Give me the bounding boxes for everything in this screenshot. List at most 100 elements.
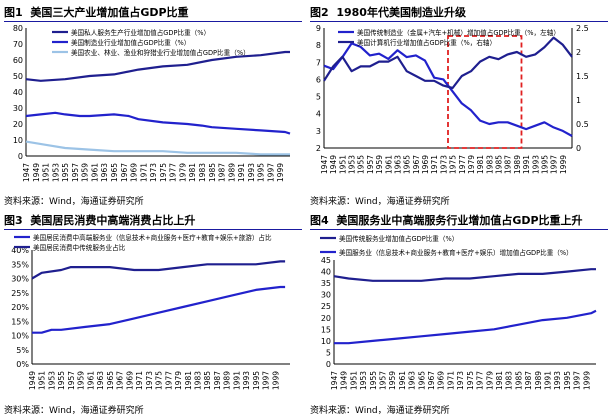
- panel-4-source: 资料来源：Wind，海通证券研究所: [310, 406, 450, 416]
- y-tick-label: 0: [326, 360, 331, 369]
- x-tick-label: 1993: [242, 371, 251, 390]
- y-tick-label: 10: [321, 337, 331, 346]
- x-tick-label: 1971: [139, 163, 148, 182]
- y-tick-label: 15: [321, 325, 331, 334]
- y-tick-label: 40%: [11, 246, 29, 255]
- y-tick-label: 70: [13, 40, 23, 49]
- series-line-1: [32, 285, 286, 334]
- x-tick-label: 1969: [437, 371, 446, 390]
- x-tick-label: 1987: [213, 371, 222, 390]
- x-tick-label: 1963: [100, 163, 109, 182]
- x-tick-label: 1999: [582, 371, 591, 390]
- x-tick-label: 1999: [559, 155, 568, 174]
- y-tick-label: 30: [321, 291, 331, 300]
- y-tick-label: 7: [316, 58, 321, 67]
- x-tick-label: 1987: [218, 163, 227, 182]
- panel-4-title-text: 美国服务业中高端服务行业增加值占GDP比重上升: [336, 214, 583, 227]
- x-tick-label: 1997: [573, 371, 582, 390]
- x-tick-label: 1949: [340, 371, 349, 390]
- y2-tick-label: 0: [576, 144, 581, 153]
- x-tick-label: 1985: [495, 155, 504, 174]
- y-tick-label: 5: [326, 348, 331, 357]
- x-tick-label: 1977: [458, 155, 467, 174]
- y-tick-label: 10: [13, 136, 23, 145]
- x-tick-label: 1995: [540, 155, 549, 174]
- legend-label-2: 美国居民消费中传统服务业占比: [33, 243, 126, 252]
- x-tick-label: 1961: [86, 371, 95, 390]
- x-tick-label: 1981: [188, 163, 197, 182]
- y-tick-label: 45: [321, 256, 331, 265]
- x-tick-label: 1975: [466, 371, 475, 390]
- panel-1-label: 图1: [4, 6, 23, 19]
- x-tick-label: 1971: [430, 155, 439, 174]
- series-line-2: [334, 309, 597, 345]
- x-tick-label: 1957: [366, 155, 375, 174]
- panel-4-label: 图4: [310, 214, 329, 227]
- y-tick-label: 20: [321, 314, 331, 323]
- x-tick-label: 1965: [106, 371, 115, 390]
- y-tick-label: 35: [321, 279, 331, 288]
- x-tick-label: 1951: [338, 155, 347, 174]
- x-tick-label: 1963: [393, 155, 402, 174]
- y2-tick-label: 1: [576, 96, 581, 105]
- x-tick-label: 1977: [476, 371, 485, 390]
- x-tick-label: 1947: [320, 155, 329, 174]
- x-tick-label: 1957: [67, 371, 76, 390]
- x-tick-label: 1947: [330, 371, 339, 390]
- x-tick-label: 1987: [524, 371, 533, 390]
- series-line-1: [333, 268, 596, 282]
- x-tick-label: 1985: [514, 371, 523, 390]
- panel-3-chart: 0%5%10%15%20%25%30%35%40%1949 1951 1953 195…: [11, 233, 290, 390]
- x-tick-label: 1975: [449, 155, 458, 174]
- y-tick-label: 5%: [16, 346, 29, 355]
- panel-1-source: 资料来源：Wind，海通证券研究所: [4, 197, 144, 207]
- legend-label-2: 美国制造业行业增加值占GDP比重（%）: [71, 38, 190, 47]
- series-line-1: [323, 42, 573, 137]
- x-tick-label: 1967: [427, 371, 436, 390]
- x-tick-label: 1973: [439, 155, 448, 174]
- panel-3-title-text: 美国居民消费中高端消费占比上升: [30, 214, 196, 227]
- panel-2: 图2 1980年代美国制造业升级 2 3 4 5 6 7 8 9 0 0.5 1 1.5 2 2.5 194…: [310, 4, 608, 208]
- y-tick-label: 25: [321, 302, 331, 311]
- y-tick-label: 35%: [11, 260, 29, 269]
- x-tick-label: 1965: [417, 371, 426, 390]
- x-tick-label: 1985: [208, 163, 217, 182]
- y-tick-label: 40: [13, 88, 23, 97]
- x-tick-label: 1959: [77, 371, 86, 390]
- x-tick-label: 1959: [375, 155, 384, 174]
- y-tick-label: 60: [13, 56, 23, 65]
- x-tick-label: 1961: [90, 163, 99, 182]
- x-tick-label: 1977: [164, 371, 173, 390]
- x-tick-label: 1959: [388, 371, 397, 390]
- y2-tick-label: 2: [576, 48, 581, 57]
- x-tick-label: 1989: [513, 155, 522, 174]
- series-line-3: [25, 140, 290, 156]
- x-tick-label: 1979: [467, 155, 476, 174]
- y-tick-label: 0: [18, 152, 23, 161]
- x-tick-label: 1999: [271, 371, 280, 390]
- x-tick-label: 1995: [257, 163, 266, 182]
- panel-1-title: 图1 美国三大产业增加值占GDP比重: [4, 4, 302, 22]
- x-tick-label: 1947: [22, 163, 31, 182]
- x-tick-label: 1967: [116, 371, 125, 390]
- y-tick-label: 5: [316, 93, 321, 102]
- x-tick-label: 1969: [130, 163, 139, 182]
- x-tick-label: 1951: [38, 371, 47, 390]
- panel-1: 图1 美国三大产业增加值占GDP比重 0 10 20 30 40 50 60 70 80 1947…: [4, 4, 302, 208]
- panel-1-title-text: 美国三大产业增加值占GDP比重: [30, 6, 189, 19]
- x-tick-label: 1983: [505, 371, 514, 390]
- x-tick-label: 1963: [96, 371, 105, 390]
- y-tick-label: 20: [13, 120, 23, 129]
- x-tick-label: 1989: [223, 371, 232, 390]
- x-tick-label: 1993: [531, 155, 540, 174]
- y-tick-label: 25%: [11, 289, 29, 298]
- x-tick-label: 1975: [155, 371, 164, 390]
- x-tick-label: 1953: [359, 371, 368, 390]
- series-line-1: [25, 50, 290, 82]
- panel-3-label: 图3: [4, 214, 23, 227]
- x-tick-label: 1995: [252, 371, 261, 390]
- x-tick-label: 1977: [169, 163, 178, 182]
- x-tick-label: 1983: [198, 163, 207, 182]
- series-line-2: [323, 36, 573, 90]
